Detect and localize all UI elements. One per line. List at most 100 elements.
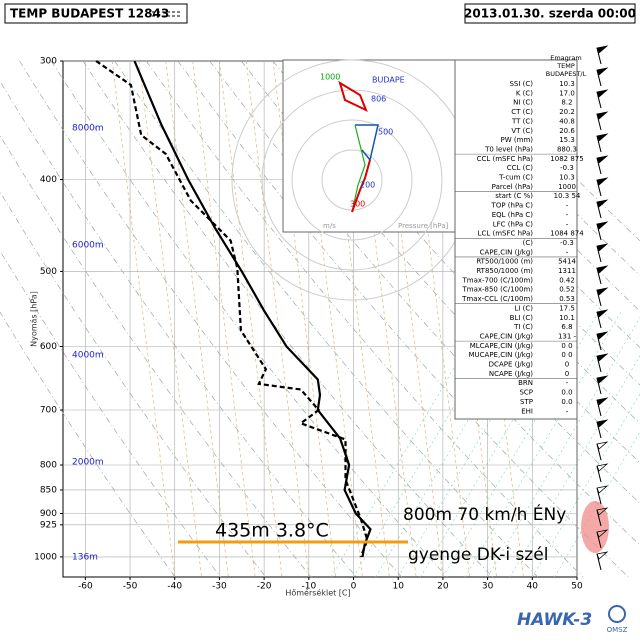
y-tick-label: 600 <box>40 342 57 352</box>
table-label: LI (C) <box>514 304 533 312</box>
date-title: 2013.01.30. szerda 00:00 <box>464 7 636 21</box>
x-tick-label: 0 <box>351 582 357 592</box>
barb-flag <box>596 331 609 340</box>
mixing-ratio-line <box>165 60 229 578</box>
x-tick-label: 50 <box>571 582 583 592</box>
table-value: 0.0 <box>561 398 572 406</box>
height-label: 6000m <box>72 241 104 251</box>
table-value: 0.42 <box>559 276 575 284</box>
table-label: T0 level (hPa) <box>484 145 533 153</box>
table-value: 0.53 <box>559 295 575 303</box>
height-label: 8000m <box>72 124 104 134</box>
table-title: Emagram <box>550 54 582 62</box>
table-label: BRN <box>518 379 533 387</box>
barb-flag <box>596 551 609 560</box>
barb-flag <box>596 441 609 450</box>
x-tick-label: -40 <box>167 582 182 592</box>
table-value: 1082 875 <box>550 155 583 163</box>
table-value: - <box>566 220 569 228</box>
moist-line <box>375 310 533 578</box>
height-label: 4000m <box>72 351 104 361</box>
barb-flag <box>596 67 609 76</box>
x-tick-label: -60 <box>78 582 93 592</box>
height-label: 2000m <box>72 458 104 468</box>
logo: HAWK-3 <box>517 610 592 630</box>
dry-adiabat <box>114 60 538 578</box>
header-box <box>4 3 188 24</box>
date-box <box>464 3 636 24</box>
hodograph-label: 500 <box>378 128 393 137</box>
y-tick-label: 850 <box>40 485 57 495</box>
table-label: TOP (hPa C) <box>491 202 534 210</box>
moist-line <box>420 310 578 578</box>
hodograph-trace <box>351 159 371 213</box>
height-label: 136m <box>72 553 98 563</box>
barb-flag <box>596 111 609 120</box>
x-tick-label: -20 <box>257 582 272 592</box>
table-label: T-cum (C) <box>498 174 533 182</box>
x-tick-label: 20 <box>437 582 449 592</box>
y-tick-label: 925 <box>40 520 57 530</box>
mixing-ratio-line <box>111 60 176 578</box>
hodograph-axis-label: m/s <box>323 222 336 230</box>
table-label: CCL (C) <box>507 164 534 172</box>
y-tick-label: 700 <box>40 405 57 415</box>
table-label: RT850/1000 (m) <box>476 267 533 275</box>
logo-org: OMSZ <box>607 626 628 634</box>
table-label: LCL (mSFC hPa) <box>478 230 534 238</box>
x-tick-label: -10 <box>301 582 316 592</box>
moist-line <box>353 310 511 578</box>
table-label: DCAPE (J/kg) <box>489 361 534 369</box>
table-value: 131 - <box>558 332 577 340</box>
mixing-ratio-line <box>245 60 310 578</box>
mixing-ratio-line <box>219 60 283 578</box>
y-tick-label: 300 <box>40 57 57 67</box>
hodograph-axis-label: Pressure [hPa] <box>398 222 448 230</box>
barb-flag <box>596 397 609 406</box>
y-tick-label: 400 <box>40 175 57 185</box>
table-label: NCAPE (J/kg) <box>489 370 533 378</box>
table-value: 0.0 <box>561 389 572 397</box>
moist-line <box>509 355 640 578</box>
logo-icon <box>608 605 626 623</box>
table-label: CAPE,CIN (J/kg) <box>480 332 534 340</box>
table-value: 10.3 <box>559 80 575 88</box>
barb-flag <box>596 155 609 164</box>
table-value: 10.3 <box>559 174 575 182</box>
x-tick-label: 40 <box>527 582 539 592</box>
moist-line <box>554 431 640 578</box>
annotation: gyenge DK-i szél <box>408 545 548 565</box>
hodograph-label: 200 <box>360 181 375 190</box>
barb-flag <box>596 89 609 98</box>
barb-flag <box>596 287 609 296</box>
dry-adiabat <box>0 191 267 578</box>
table-value: 20.6 <box>559 127 575 135</box>
table-value: - <box>566 211 569 219</box>
hodograph: 1000 BUDAPE 806 500 300 200 m/s Pressure… <box>231 59 473 301</box>
table-value: 10.3 54 <box>554 192 581 200</box>
table-value: 6.8 <box>561 323 572 331</box>
barb-flag <box>596 375 609 384</box>
table-label: NI (C) <box>513 99 533 107</box>
table-label: LFC (hPa C) <box>493 220 534 228</box>
y-tick-label: 800 <box>40 460 57 470</box>
y-tick-label: 500 <box>40 267 57 277</box>
table-label: SCP <box>519 389 533 397</box>
barb-flag <box>596 177 609 186</box>
x-tick-label: 10 <box>392 582 404 592</box>
table-value: 5414 <box>558 258 576 266</box>
mixing-ratio-line <box>138 60 202 578</box>
y-axis-label: Nyomás [hPa] <box>30 291 39 347</box>
moist-line <box>487 316 640 578</box>
table-value: 880.3 <box>557 145 577 153</box>
table-value: 0.52 <box>559 286 575 294</box>
table-value: 10.1 <box>559 314 575 322</box>
table-label: EQL (hPa C) <box>492 211 534 219</box>
table-label: VT (C) <box>511 127 533 135</box>
table-value: -0.3 <box>560 239 574 247</box>
barb-flag <box>596 485 609 494</box>
table-label: Tmax-850 (C/100m) <box>461 286 533 294</box>
hodograph-trace <box>355 124 379 162</box>
barb-flag <box>596 265 609 274</box>
